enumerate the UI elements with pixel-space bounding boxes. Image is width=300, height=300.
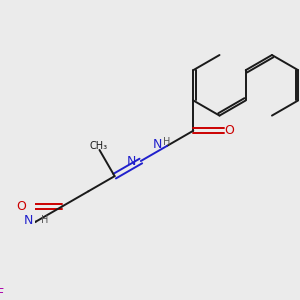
Text: O: O (16, 200, 26, 213)
Text: O: O (224, 124, 234, 137)
Text: F: F (0, 287, 4, 300)
Text: N: N (127, 154, 136, 167)
Text: H: H (41, 215, 48, 225)
Text: N: N (153, 138, 162, 151)
Text: H: H (163, 137, 170, 147)
Text: CH₃: CH₃ (89, 141, 107, 151)
Text: N: N (24, 214, 33, 227)
